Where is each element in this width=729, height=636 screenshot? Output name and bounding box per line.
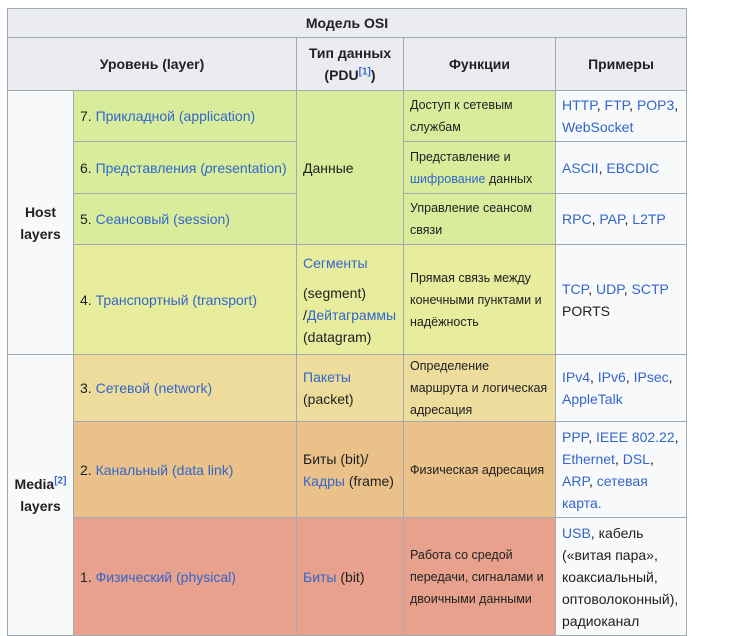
usb-link[interactable]: USB (562, 524, 591, 541)
packets-link[interactable]: Пакеты (303, 369, 351, 385)
example-link[interactable]: UDP (595, 280, 624, 297)
layer-5-link[interactable]: Сеансовый (session) (95, 211, 230, 227)
osi-model-table: Модель OSI Уровень (layer) Тип данных (P… (7, 8, 687, 636)
example-link[interactable]: ASCII (562, 159, 599, 176)
func-1-cell: Работа со средой передачи, сигналами и д… (403, 517, 556, 636)
example-link[interactable]: RPC (562, 211, 592, 227)
layer-2-cell: 2. Канальный (data link) (73, 421, 297, 518)
example-link[interactable]: WebSocket (562, 119, 634, 135)
example-link[interactable]: SCTP (631, 280, 669, 297)
header-functions: Функции (403, 37, 556, 91)
examples-2-cell: PPP, IEEE 802.22, Ethernet, DSL, ARP, се… (555, 421, 687, 518)
table-caption: Модель OSI (7, 8, 687, 38)
example-link[interactable]: AppleTalk (562, 391, 623, 407)
example-link[interactable]: PPP (562, 428, 589, 445)
example-link[interactable]: IPsec (633, 369, 669, 385)
group-host-layers: Host layers (7, 90, 74, 355)
example-link[interactable]: FTP (604, 97, 630, 113)
layer-4-link[interactable]: Транспортный (transport) (95, 291, 257, 308)
group-media-layers: Media[2] layers (7, 354, 74, 636)
layer-7-link[interactable]: Прикладной (application) (95, 108, 256, 124)
header-pdu: Тип данных (PDU[1]) (296, 37, 404, 91)
func-5-cell: Управление сеансом связи (403, 193, 556, 245)
layer-2-link[interactable]: Канальный (data link) (95, 461, 234, 478)
examples-5-cell: RPC, PAP, L2TP (555, 193, 687, 245)
encryption-link[interactable]: шифрование (410, 171, 486, 186)
layer-3-link[interactable]: Сетевой (network) (95, 380, 213, 396)
pdu-reference-link[interactable]: [1] (358, 66, 371, 78)
datagrams-link[interactable]: Дейтаграммы (306, 306, 397, 323)
example-link[interactable]: IPv6 (597, 369, 626, 385)
pdu-data-cell: Данные (296, 90, 404, 245)
layer-6-link[interactable]: Представления (presentation) (95, 159, 287, 176)
example-link[interactable]: IEEE 802.22 (596, 428, 675, 445)
example-link[interactable]: EBCDIC (606, 159, 660, 176)
header-examples: Примеры (555, 37, 687, 91)
example-link[interactable]: DSL (622, 450, 650, 467)
func-7-cell: Доступ к сетевым службам (403, 90, 556, 142)
example-link[interactable]: IPv4 (562, 369, 591, 385)
layer-6-cell: 6. Представления (presentation) (73, 141, 297, 194)
examples-3-cell: IPv4, IPv6, IPsec, AppleTalk (555, 354, 687, 422)
examples-4-cell: TCP, UDP, SCTP PORTS (555, 244, 687, 355)
example-link[interactable]: POP3 (636, 97, 675, 113)
header-level: Уровень (layer) (7, 37, 297, 91)
example-link[interactable]: PAP (599, 211, 625, 227)
func-6-cell: Представление и шифрование данных (403, 141, 556, 194)
pdu-bits-cell: Биты (bit) (296, 517, 404, 636)
func-4-cell: Прямая связь между конечными пунктами и … (403, 244, 556, 355)
layer-7-cell: 7. Прикладной (application) (73, 90, 297, 142)
layer-1-link[interactable]: Физический (physical) (95, 568, 236, 585)
frames-link[interactable]: Кадры (303, 472, 345, 489)
layer-1-cell: 1. Физический (physical) (73, 517, 297, 636)
examples-7-cell: HTTP, FTP, POP3, WebSocket (555, 90, 687, 142)
func-3-cell: Определение маршрута и логическая адреса… (403, 354, 556, 422)
pdu-segments-cell: Сегменты (segment)/Дейтаграммы (datagram) (296, 244, 404, 355)
examples-1-cell: USB, кабель («витая пара», коаксиальный,… (555, 517, 687, 636)
example-link[interactable]: сетевая карта. (562, 472, 648, 511)
media-reference-link[interactable]: [2] (54, 475, 67, 487)
example-link[interactable]: Ethernet (562, 450, 615, 467)
pdu-packets-cell: Пакеты (packet) (296, 354, 404, 422)
segments-link[interactable]: Сегменты (303, 254, 368, 271)
layer-5-cell: 5. Сеансовый (session) (73, 193, 297, 245)
bits-link[interactable]: Биты (303, 568, 337, 585)
layer-3-cell: 3. Сетевой (network) (73, 354, 297, 422)
example-link[interactable]: HTTP (562, 97, 597, 113)
example-link[interactable]: ARP (562, 472, 589, 489)
example-link[interactable]: TCP (562, 280, 589, 297)
examples-6-cell: ASCII, EBCDIC (555, 141, 687, 194)
func-2-cell: Физическая адресация (403, 421, 556, 518)
layer-4-cell: 4. Транспортный (transport) (73, 244, 297, 355)
pdu-frames-cell: Биты (bit)/Кадры (frame) (296, 421, 404, 518)
example-link[interactable]: L2TP (632, 211, 666, 227)
